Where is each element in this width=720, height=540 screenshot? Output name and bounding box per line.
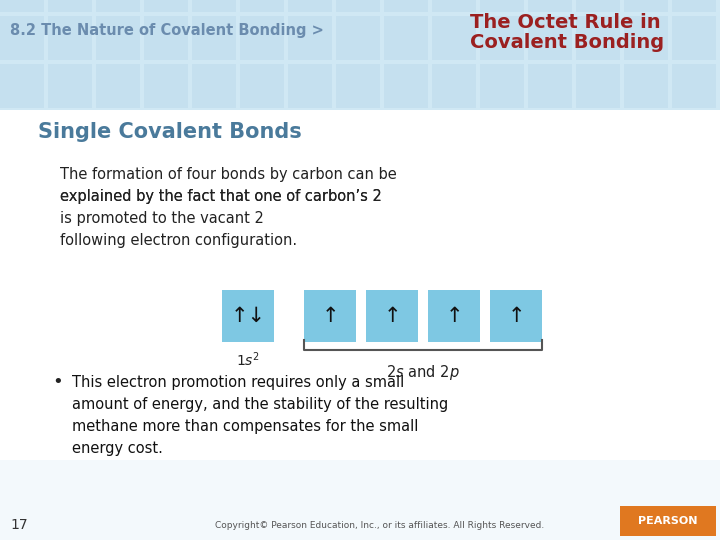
Bar [672, 16, 716, 60]
Bar [336, 64, 380, 108]
Bar [96, 16, 140, 60]
Bar [0, 0, 44, 12]
Bar [384, 0, 428, 12]
Bar [624, 64, 668, 108]
Bar [384, 16, 428, 60]
Bar [48, 16, 92, 60]
Bar [192, 0, 236, 12]
Text: The formation of four bonds by carbon can be: The formation of four bonds by carbon ca… [60, 167, 397, 183]
Bar [672, 64, 716, 108]
Bar [576, 64, 620, 108]
Bar [480, 64, 524, 108]
Bar [432, 64, 476, 108]
Text: explained by the fact that one of carbon’s 2: explained by the fact that one of carbon… [60, 190, 382, 205]
Text: Copyright© Pearson Education, Inc., or its affiliates. All Rights Reserved.: Copyright© Pearson Education, Inc., or i… [215, 521, 544, 530]
Bar [0, 110, 720, 540]
Bar [432, 0, 476, 12]
Bar [192, 16, 236, 60]
Text: ↑: ↑ [508, 306, 525, 326]
Bar [528, 64, 572, 108]
Bar [0, 460, 720, 540]
Text: explained by the fact that one of carbon’s 2: explained by the fact that one of carbon… [60, 190, 382, 205]
Text: methane more than compensates for the small: methane more than compensates for the sm… [72, 418, 418, 434]
Bar [576, 16, 620, 60]
Bar [624, 16, 668, 60]
Bar [366, 290, 418, 342]
Text: Covalent Bonding: Covalent Bonding [470, 32, 664, 51]
Bar [144, 64, 188, 108]
Text: 8.2 The Nature of Covalent Bonding >: 8.2 The Nature of Covalent Bonding > [10, 23, 324, 37]
Bar [222, 290, 274, 342]
Bar [528, 16, 572, 60]
Bar [490, 290, 542, 342]
Bar [480, 0, 524, 12]
Bar [192, 64, 236, 108]
Text: This electron promotion requires only a small: This electron promotion requires only a … [72, 375, 404, 389]
Bar [240, 16, 284, 60]
Bar [620, 506, 716, 536]
Bar [428, 290, 480, 342]
Bar [304, 290, 356, 342]
Bar [0, 0, 720, 110]
Bar [672, 0, 716, 12]
Text: 17: 17 [10, 518, 27, 532]
Bar [624, 0, 668, 12]
Text: ↑↓: ↑↓ [230, 306, 266, 326]
Bar [336, 0, 380, 12]
Bar [48, 0, 92, 12]
Text: following electron configuration.: following electron configuration. [60, 233, 297, 248]
Text: amount of energy, and the stability of the resulting: amount of energy, and the stability of t… [72, 396, 449, 411]
Text: ↑: ↑ [445, 306, 463, 326]
Bar [288, 64, 332, 108]
Bar [384, 64, 428, 108]
Bar [0, 16, 44, 60]
Bar [144, 0, 188, 12]
Bar [144, 16, 188, 60]
Bar [432, 16, 476, 60]
Text: energy cost.: energy cost. [72, 441, 163, 456]
Text: PEARSON: PEARSON [638, 516, 698, 526]
Bar [48, 64, 92, 108]
Text: $2s$ and $2p$: $2s$ and $2p$ [386, 362, 460, 381]
Text: $1s^2$: $1s^2$ [236, 350, 260, 369]
Bar [576, 0, 620, 12]
Text: ↑: ↑ [383, 306, 401, 326]
Text: Single Covalent Bonds: Single Covalent Bonds [38, 122, 302, 142]
Text: The Octet Rule in: The Octet Rule in [470, 12, 661, 31]
Bar [480, 16, 524, 60]
Text: is promoted to the vacant 2: is promoted to the vacant 2 [60, 212, 264, 226]
Text: •: • [52, 373, 63, 391]
Bar [0, 64, 44, 108]
Text: ↑: ↑ [321, 306, 338, 326]
Bar [96, 0, 140, 12]
Bar [288, 0, 332, 12]
Bar [240, 64, 284, 108]
Bar [240, 0, 284, 12]
Bar [528, 0, 572, 12]
Bar [96, 64, 140, 108]
Bar [336, 16, 380, 60]
Bar [288, 16, 332, 60]
